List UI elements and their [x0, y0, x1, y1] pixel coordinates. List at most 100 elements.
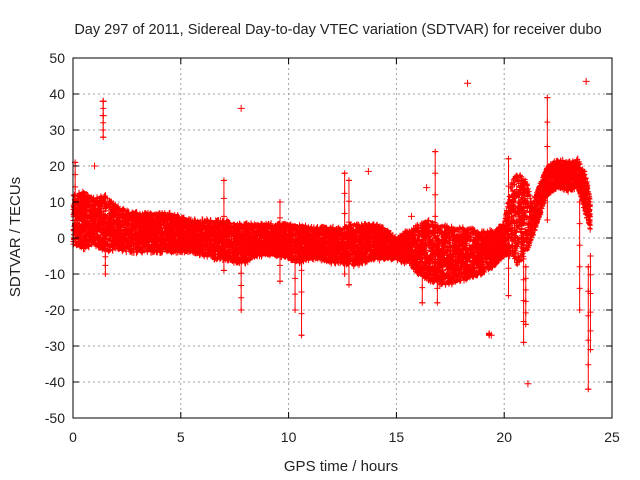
chart-title: Day 297 of 2011, Sidereal Day-to-day VTE… [74, 22, 601, 38]
data-point [102, 236, 109, 243]
data-point [298, 245, 305, 252]
error-bar [544, 94, 551, 223]
data-point [298, 224, 305, 231]
data-point [419, 299, 426, 306]
error-bar [434, 227, 441, 306]
error-bar [292, 227, 299, 313]
data-point [220, 177, 227, 184]
outlier-point [91, 162, 99, 170]
data-point [238, 294, 245, 301]
data-point [419, 239, 426, 246]
data-point [434, 299, 441, 306]
data-point [100, 127, 107, 133]
data-point [298, 332, 305, 339]
data-point [276, 230, 283, 237]
data-point [522, 321, 529, 328]
data-point [238, 245, 245, 252]
data-point [587, 327, 594, 334]
data-point [434, 285, 441, 292]
data-point [276, 278, 283, 285]
data-point [292, 291, 299, 298]
y-tick-label: 50 [49, 50, 65, 66]
outlier-point [524, 380, 532, 388]
x-tick-label: 25 [604, 429, 620, 445]
data-point [505, 155, 512, 162]
y-tick-label: -40 [45, 374, 65, 390]
data-point [587, 290, 594, 297]
data-point [276, 199, 283, 205]
data-point [345, 240, 352, 247]
data-point [292, 227, 299, 234]
data-point [276, 262, 283, 269]
data-point [432, 213, 439, 220]
data-point [585, 386, 592, 393]
data-point [238, 282, 245, 289]
data-series [70, 77, 594, 393]
data-point [238, 270, 245, 277]
error-bar [505, 155, 512, 299]
data-point [505, 265, 512, 272]
data-point [576, 220, 583, 227]
data-point [432, 191, 439, 198]
y-tick-label: 40 [49, 86, 65, 102]
data-point [100, 119, 107, 126]
data-point [220, 267, 227, 274]
data-point [505, 210, 512, 217]
data-point [276, 214, 283, 221]
data-point [522, 309, 529, 316]
x-tick-label: 20 [496, 429, 512, 445]
data-point [544, 143, 551, 150]
data-point [520, 255, 527, 262]
data-point [341, 210, 348, 217]
data-point [276, 246, 283, 253]
error-bar [419, 224, 426, 306]
data-point [100, 134, 107, 141]
x-tick-label: 5 [177, 429, 185, 445]
y-tick-label: -20 [45, 302, 65, 318]
y-tick-label: -50 [45, 410, 65, 426]
y-tick-label: 30 [49, 122, 65, 138]
data-point [220, 213, 227, 220]
data-point [292, 259, 299, 266]
x-tick-label: 15 [389, 429, 405, 445]
y-tick-label: -10 [45, 266, 65, 282]
data-point [102, 245, 109, 252]
data-point [432, 170, 439, 177]
data-point [419, 284, 426, 291]
data-point [102, 253, 109, 260]
data-point [505, 183, 512, 190]
data-point [298, 310, 305, 317]
data-point [544, 94, 551, 101]
error-bar [298, 224, 305, 339]
data-point [587, 271, 594, 278]
x-axis-label: GPS time / hours [284, 458, 398, 475]
data-point [292, 243, 299, 250]
y-tick-label: 0 [57, 230, 65, 246]
x-tick-label: 10 [281, 429, 297, 445]
data-point [220, 249, 227, 256]
data-point [576, 263, 583, 270]
data-point [522, 275, 529, 282]
data-point [505, 292, 512, 299]
error-bar [341, 170, 348, 277]
data-point [292, 307, 299, 313]
error-bar [220, 177, 227, 274]
data-point [238, 258, 245, 265]
data-point [434, 271, 441, 277]
data-point [419, 254, 426, 261]
data-point [576, 285, 583, 292]
data-point [341, 170, 348, 177]
y-tick-label: -30 [45, 338, 65, 354]
y-tick-label: 20 [49, 158, 65, 174]
outlier-point [423, 184, 431, 192]
data-point [587, 253, 594, 259]
data-point [292, 275, 299, 282]
y-tick-label: 10 [49, 194, 65, 210]
error-bar [522, 263, 529, 328]
data-point [345, 177, 352, 184]
data-point [341, 190, 348, 197]
data-point [522, 263, 529, 270]
axis-ticks: -50 -40 -30 -20 -10 0 10 20 30 40 50 0 5 10 15 20 25 [45, 50, 620, 445]
error-bar [587, 253, 594, 353]
